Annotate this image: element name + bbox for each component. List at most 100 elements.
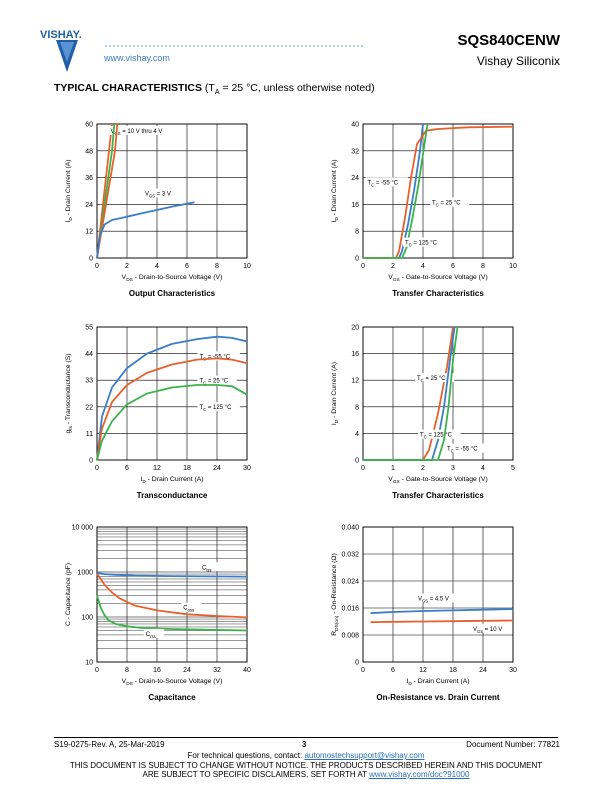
- brand-text: VISHAY.: [40, 29, 82, 41]
- series-line: [370, 608, 514, 614]
- x-tick-label: 10: [509, 263, 517, 270]
- footer-questions-text: For technical questions, contact:: [187, 751, 305, 760]
- series-line: [96, 201, 195, 259]
- series-line: [96, 572, 248, 578]
- y-axis-label: ID - Drain Current (A): [331, 362, 340, 425]
- x-tick-label: 4: [421, 263, 425, 270]
- support-email-link[interactable]: automostechsupport@vishay.com: [304, 751, 425, 760]
- y-tick-label: 0: [355, 256, 359, 263]
- x-tick-label: 24: [213, 465, 221, 472]
- document-number: Document Number: 77821: [466, 740, 560, 749]
- x-tick-label: 2: [421, 465, 425, 472]
- x-tick-label: 0: [95, 465, 99, 472]
- series-line: [96, 384, 248, 461]
- series-line: [363, 326, 454, 461]
- x-tick-label: 8: [481, 263, 485, 270]
- series-label: Crss: [146, 632, 156, 639]
- x-axis-label: VDS - Drain-to-Source Voltage (V): [122, 274, 223, 283]
- series-label-bg: [365, 177, 408, 187]
- x-axis-label: VDS - Drain-to-Source Voltage (V): [122, 678, 223, 687]
- y-tick-label: 0.040: [341, 525, 359, 532]
- x-tick-label: 24: [183, 667, 191, 674]
- series-label-bg: [416, 593, 459, 603]
- x-tick-label: 6: [391, 667, 395, 674]
- vishay-logo: VISHAY.: [40, 29, 82, 72]
- header-url[interactable]: www.vishay.com: [104, 53, 170, 63]
- chart-title: Output Characteristics: [129, 289, 216, 298]
- x-tick-label: 6: [185, 263, 189, 270]
- x-tick-label: 1: [391, 465, 395, 472]
- series-label: TC = 25 °C: [417, 376, 446, 383]
- y-tick-label: 0.008: [341, 633, 359, 640]
- y-tick-label: 16: [351, 202, 359, 209]
- series-label-bg: [197, 402, 240, 412]
- series-label-bg: [403, 237, 446, 247]
- footer-notice-1: THIS DOCUMENT IS SUBJECT TO CHANGE WITHO…: [69, 761, 543, 770]
- y-tick-label: 11: [86, 431, 93, 438]
- series-label-bg: [471, 623, 511, 633]
- y-tick-label: 0: [89, 256, 93, 263]
- x-tick-label: 18: [183, 465, 191, 472]
- y-axis-label: RDS(on) - On-Resistance (Ω): [331, 553, 340, 635]
- series-line: [363, 125, 514, 259]
- x-tick-label: 10: [243, 263, 251, 270]
- footer-rule: [54, 737, 558, 738]
- series-label-bg: [197, 375, 237, 385]
- plot-frame: [96, 526, 248, 663]
- y-tick-label: 16: [351, 351, 359, 358]
- x-tick-label: 18: [449, 667, 457, 674]
- y-tick-label: 10 000: [72, 525, 94, 532]
- footer-questions: For technical questions, contact: automo…: [0, 751, 612, 760]
- x-tick-label: 0: [361, 263, 365, 270]
- series-label: TC = -55 °C: [447, 447, 478, 454]
- x-tick-label: 6: [125, 465, 129, 472]
- series-line: [96, 335, 248, 461]
- series-label: TC = 25 °C: [200, 379, 229, 386]
- y-tick-label: 8: [355, 404, 359, 411]
- y-tick-label: 12: [351, 378, 359, 385]
- series-label-bg: [197, 351, 240, 361]
- series-line: [363, 326, 459, 461]
- y-tick-label: 10: [85, 660, 93, 667]
- series-label-bg: [143, 188, 179, 198]
- y-tick-label: 32: [351, 148, 359, 155]
- plot-frame: [362, 526, 514, 663]
- series-label: Coss: [183, 606, 194, 613]
- disclaimer-link[interactable]: www.vishay.com/doc?91000: [369, 770, 470, 779]
- x-tick-label: 30: [509, 667, 517, 674]
- section-condition: (T: [204, 82, 215, 94]
- x-tick-label: 6: [451, 263, 455, 270]
- series-label-bg: [445, 443, 488, 453]
- x-axis-label: VGS - Gate-to-Source Voltage (V): [388, 274, 487, 283]
- series-line: [96, 595, 248, 632]
- series-label: VGS = 3 V: [145, 191, 171, 198]
- x-tick-label: 4: [481, 465, 485, 472]
- series-label: VGS = 10 V thru 4 V: [111, 129, 163, 136]
- x-tick-label: 5: [511, 465, 515, 472]
- section-title: TYPICAL CHARACTERISTICS (TA = 25 °C, unl…: [54, 82, 375, 96]
- chart-title: Transfer Characteristics: [392, 289, 484, 298]
- series-label-bg: [415, 373, 455, 383]
- x-tick-label: 24: [479, 667, 487, 674]
- series-label: VGS = 4.5 V: [418, 597, 449, 604]
- x-tick-label: 8: [125, 667, 129, 674]
- series-line: [370, 619, 514, 624]
- x-tick-label: 30: [243, 465, 251, 472]
- series-label-bg: [418, 429, 461, 439]
- page-number: 3: [302, 740, 307, 749]
- y-tick-label: 36: [85, 175, 93, 182]
- y-tick-label: 40: [351, 122, 359, 129]
- x-tick-label: 0: [95, 263, 99, 270]
- y-axis-label: ID - Drain Current (A): [65, 159, 74, 222]
- plot-frame: [96, 123, 248, 259]
- y-tick-label: 33: [85, 378, 93, 385]
- y-tick-label: 4: [355, 431, 359, 438]
- x-tick-label: 3: [451, 465, 455, 472]
- y-tick-label: 0.024: [341, 579, 359, 586]
- series-label-bg: [143, 628, 164, 638]
- series-label: TC = 125 °C: [405, 241, 438, 248]
- series-label-bg: [430, 197, 470, 207]
- series-line: [96, 573, 248, 619]
- doc-revision: S19-0275-Rev. A, 25-Mar-2019: [54, 740, 165, 749]
